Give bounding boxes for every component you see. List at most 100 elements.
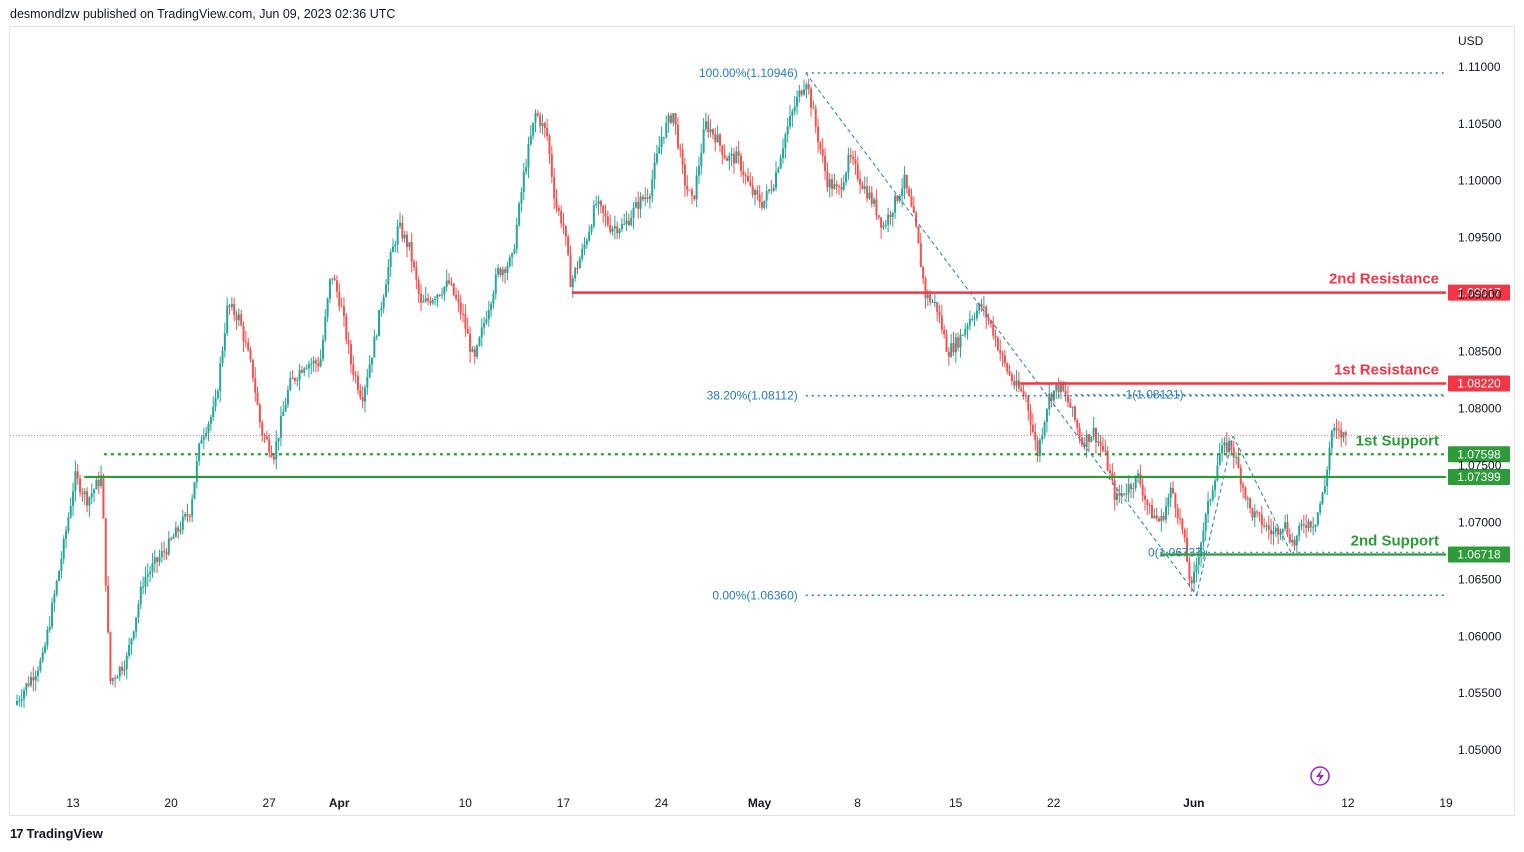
candle-body	[410, 242, 413, 262]
chart-frame	[9, 26, 1515, 816]
candle	[1034, 423, 1037, 451]
candle	[314, 357, 317, 373]
candle	[905, 174, 908, 194]
candle-body	[884, 224, 887, 226]
candle	[1207, 491, 1210, 524]
candle-body	[1272, 531, 1275, 535]
candle-body	[520, 192, 523, 204]
candle	[265, 430, 268, 441]
candle	[457, 290, 460, 313]
candle	[240, 309, 243, 327]
candle	[749, 172, 752, 187]
candle	[118, 665, 121, 682]
candle	[1115, 487, 1118, 506]
x-tick-label: 22	[1047, 796, 1061, 810]
candle-body	[1267, 525, 1270, 530]
candle	[1239, 464, 1242, 493]
candle	[623, 213, 626, 226]
candle-body	[1106, 450, 1109, 471]
candle	[184, 511, 187, 521]
candle-body	[655, 153, 658, 163]
candle-body	[1183, 530, 1186, 539]
candle-body	[812, 107, 815, 109]
candle-body	[840, 186, 843, 190]
candle-body	[1293, 539, 1296, 546]
candle-body	[375, 336, 378, 338]
candle	[957, 332, 960, 352]
candle	[76, 464, 79, 485]
candle	[756, 185, 759, 201]
candle-body	[237, 314, 240, 321]
candle-body	[723, 155, 726, 158]
candle-body	[317, 363, 320, 367]
footer-brand[interactable]: 17 TradingView	[10, 826, 103, 841]
candle-body	[609, 224, 612, 232]
candle-body	[555, 198, 558, 208]
candle	[471, 346, 474, 353]
currency-label: USD	[1458, 34, 1484, 48]
candle	[800, 89, 803, 97]
candle	[212, 396, 215, 422]
candle	[436, 293, 439, 307]
candle	[723, 144, 726, 160]
candle	[1246, 495, 1249, 509]
candle	[1195, 557, 1198, 583]
candle-body	[856, 163, 859, 179]
candle	[831, 173, 834, 197]
candle	[793, 95, 796, 116]
candle	[1132, 482, 1135, 499]
candle	[312, 356, 315, 372]
candle-body	[1214, 480, 1217, 491]
candle-body	[291, 378, 294, 380]
candle	[597, 195, 600, 216]
candle-body	[887, 214, 890, 225]
candle-body	[499, 268, 502, 276]
candle-body	[700, 152, 703, 167]
candle-body	[669, 115, 672, 123]
candle	[595, 195, 598, 209]
candle	[72, 482, 75, 516]
candle-body	[90, 493, 93, 498]
candle	[1228, 437, 1231, 456]
candle-body	[952, 343, 955, 353]
candle-body	[922, 267, 925, 279]
candle	[130, 637, 133, 655]
candle	[744, 172, 747, 185]
candle-body	[945, 334, 948, 352]
candle	[226, 297, 229, 337]
level-tag-bg	[1448, 546, 1510, 563]
candle	[181, 509, 184, 535]
candle	[450, 277, 453, 287]
candle	[111, 677, 114, 686]
candle-body	[943, 329, 946, 335]
candle	[613, 215, 616, 240]
candle	[518, 201, 521, 228]
candle	[753, 187, 756, 206]
level-price-tag: 1.08220	[1448, 375, 1510, 392]
candle-body	[583, 244, 586, 249]
candle-body	[971, 319, 974, 321]
candle	[62, 535, 65, 564]
candle	[1111, 463, 1114, 485]
candle-body	[695, 175, 698, 200]
candle-body	[1066, 394, 1069, 403]
candle-body	[557, 207, 560, 211]
flash-icon[interactable]	[1310, 766, 1330, 786]
candle-body	[27, 683, 30, 686]
candle-body	[606, 216, 609, 225]
candle-body	[347, 339, 350, 345]
candle-body	[1094, 427, 1097, 443]
level-tag-bg	[1448, 468, 1510, 485]
candle-body	[32, 677, 35, 681]
candle-body	[863, 186, 866, 189]
candle	[996, 335, 999, 352]
candle	[966, 322, 969, 340]
candle	[1307, 518, 1310, 532]
candle	[618, 228, 621, 239]
candle	[228, 303, 231, 315]
candle-body	[896, 195, 899, 201]
candle	[1006, 361, 1009, 375]
candle	[146, 563, 149, 587]
candle	[1141, 475, 1144, 502]
